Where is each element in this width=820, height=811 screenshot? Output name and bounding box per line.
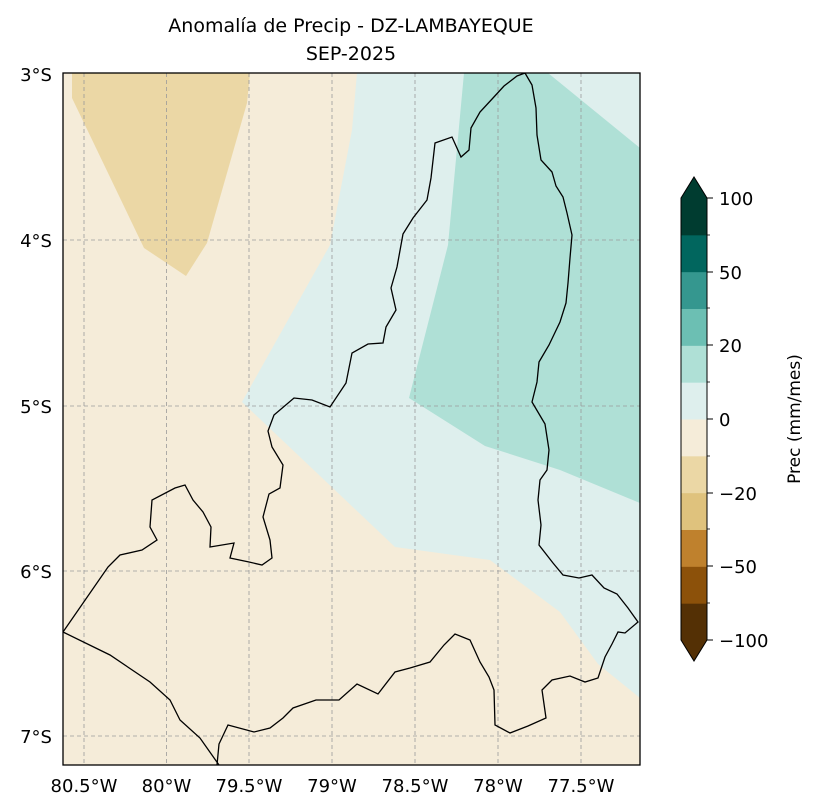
colorbar-ticks [707, 197, 713, 641]
anomaly-fill-minus20-minus10 [72, 73, 250, 276]
basin-boundary [63, 73, 639, 765]
colorbar-minor-ticks [707, 234, 710, 604]
colorbar-segment [681, 419, 707, 457]
lon-tick-label: 79.5°W [216, 776, 283, 797]
lat-tick-label: 6°S [20, 562, 52, 583]
colorbar-segment [681, 529, 707, 567]
lat-tick-label: 3°S [20, 65, 52, 86]
colorbar-tick-label: −100 [719, 631, 768, 652]
anomaly-fill-10-20 [409, 73, 640, 503]
colorbar-segment [681, 492, 707, 530]
lat-tick-label: 5°S [20, 397, 52, 418]
colorbar-segment [681, 345, 707, 383]
lat-tick-label: 4°S [20, 231, 52, 252]
colorbar-extend-max [681, 177, 707, 198]
colorbar-tick-label: 20 [719, 336, 742, 357]
colorbar-segment [681, 198, 707, 236]
colorbar-tick-label: −50 [719, 557, 757, 578]
lat-axis: 3°S 4°S 5°S 6°S 7°S [20, 65, 52, 748]
colorbar-tick-label: 50 [719, 263, 742, 284]
coast-boundary [63, 631, 220, 765]
colorbar-tick-label: −20 [719, 484, 757, 505]
colorbar-segment [681, 271, 707, 309]
map-area [63, 73, 640, 765]
map-frame [62, 72, 641, 766]
colorbar-segment [681, 234, 707, 273]
colorbar-segment [681, 382, 707, 420]
gridlines [63, 73, 640, 765]
map-title-line1: Anomalía de Precip - DZ-LAMBAYEQUE [168, 15, 533, 37]
colorbar: 100 50 20 0 −20 −50 −100 Prec (mm/mes) [680, 176, 805, 662]
colorbar-label: Prec (mm/mes) [785, 354, 805, 484]
lon-tick-label: 80°W [142, 776, 192, 797]
lon-tick-label: 78.5°W [382, 776, 449, 797]
lon-axis: 80.5°W 80°W 79.5°W 79°W 78.5°W 78°W 77.5… [51, 776, 615, 797]
colorbar-tick-label: 100 [719, 189, 753, 210]
map-title-line2: SEP-2025 [306, 43, 396, 65]
colorbar-tick-label: 0 [719, 410, 730, 431]
colorbar-segment [681, 455, 707, 494]
colorbar-extend-min [681, 640, 707, 661]
colorbar-segment [681, 566, 707, 604]
lat-tick-label: 7°S [20, 727, 52, 748]
lon-tick-label: 78°W [473, 776, 523, 797]
lon-tick-label: 80.5°W [51, 776, 118, 797]
lon-tick-label: 79°W [307, 776, 357, 797]
colorbar-segment [681, 603, 707, 641]
lon-tick-label: 77.5°W [548, 776, 615, 797]
colorbar-segments [681, 198, 707, 641]
colorbar-segment [681, 308, 707, 346]
